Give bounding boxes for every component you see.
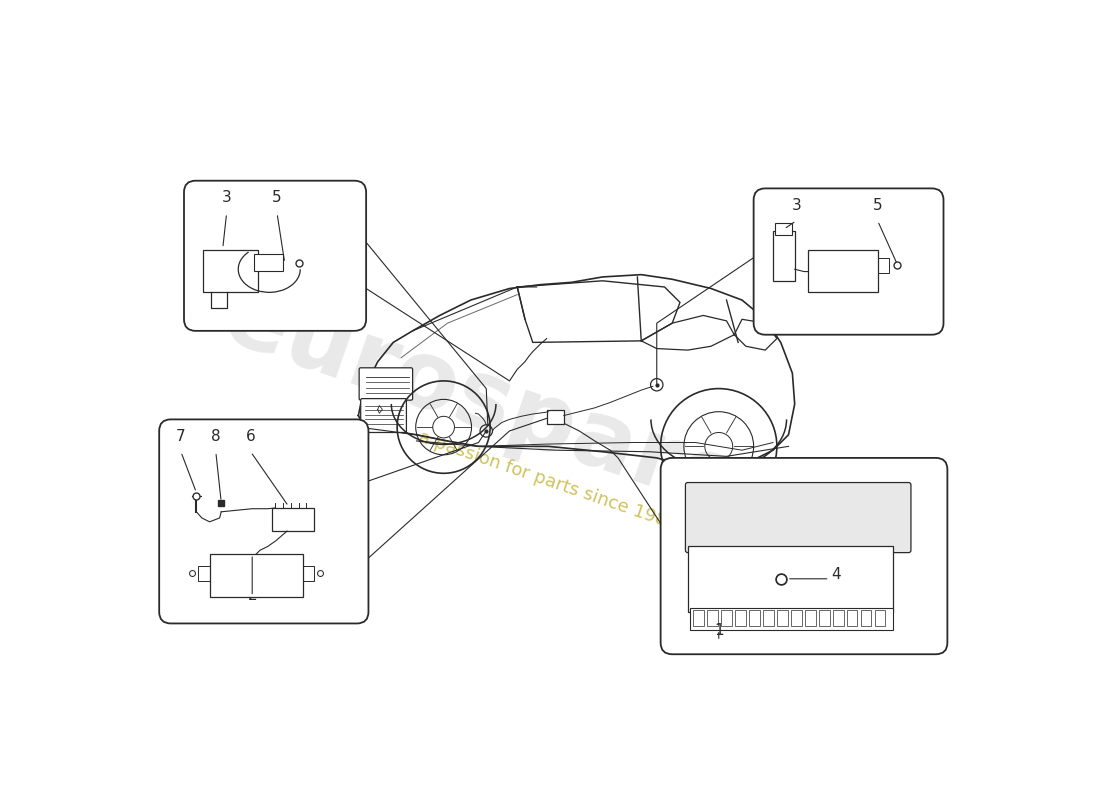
FancyBboxPatch shape bbox=[754, 188, 944, 334]
FancyBboxPatch shape bbox=[361, 398, 406, 433]
Text: 5: 5 bbox=[272, 190, 282, 206]
Text: 8: 8 bbox=[211, 429, 221, 444]
FancyBboxPatch shape bbox=[693, 610, 704, 626]
Text: 1: 1 bbox=[714, 623, 724, 638]
FancyBboxPatch shape bbox=[685, 482, 911, 553]
FancyBboxPatch shape bbox=[688, 546, 893, 612]
Text: 4: 4 bbox=[832, 566, 840, 582]
FancyBboxPatch shape bbox=[791, 610, 802, 626]
FancyBboxPatch shape bbox=[707, 610, 718, 626]
Text: 5: 5 bbox=[872, 198, 882, 213]
FancyBboxPatch shape bbox=[204, 250, 257, 292]
FancyBboxPatch shape bbox=[722, 610, 732, 626]
Text: 7: 7 bbox=[176, 429, 186, 444]
FancyBboxPatch shape bbox=[690, 608, 893, 630]
FancyBboxPatch shape bbox=[860, 610, 871, 626]
FancyBboxPatch shape bbox=[160, 419, 368, 623]
FancyBboxPatch shape bbox=[359, 368, 412, 400]
FancyBboxPatch shape bbox=[805, 610, 815, 626]
FancyBboxPatch shape bbox=[210, 554, 302, 597]
FancyBboxPatch shape bbox=[763, 610, 773, 626]
Text: 3: 3 bbox=[222, 190, 231, 206]
FancyBboxPatch shape bbox=[547, 410, 563, 424]
FancyBboxPatch shape bbox=[735, 610, 746, 626]
FancyBboxPatch shape bbox=[749, 610, 760, 626]
FancyBboxPatch shape bbox=[272, 508, 315, 531]
FancyBboxPatch shape bbox=[773, 230, 794, 281]
FancyBboxPatch shape bbox=[777, 610, 788, 626]
Text: eurospares: eurospares bbox=[212, 271, 807, 553]
FancyBboxPatch shape bbox=[833, 610, 844, 626]
Text: 3: 3 bbox=[791, 198, 801, 213]
FancyBboxPatch shape bbox=[661, 458, 947, 654]
Text: a passion for parts since 1985: a passion for parts since 1985 bbox=[417, 428, 680, 534]
FancyBboxPatch shape bbox=[818, 610, 829, 626]
Text: 2: 2 bbox=[248, 588, 257, 603]
FancyBboxPatch shape bbox=[807, 250, 878, 292]
FancyBboxPatch shape bbox=[874, 610, 886, 626]
FancyBboxPatch shape bbox=[184, 181, 366, 331]
FancyBboxPatch shape bbox=[847, 610, 858, 626]
Text: 6: 6 bbox=[245, 429, 255, 444]
FancyBboxPatch shape bbox=[774, 223, 792, 234]
FancyBboxPatch shape bbox=[254, 254, 283, 270]
